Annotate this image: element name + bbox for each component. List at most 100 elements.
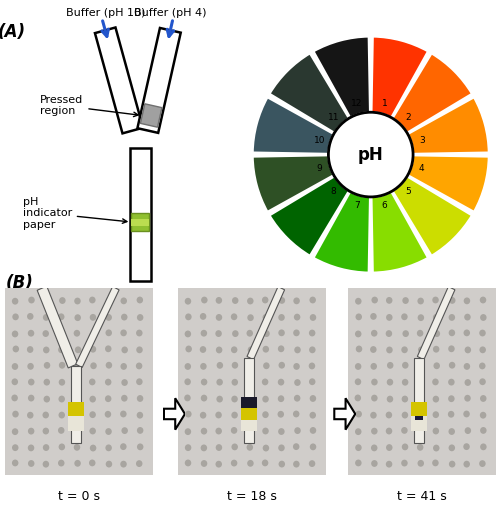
Polygon shape [137, 28, 181, 133]
Circle shape [231, 362, 238, 369]
Circle shape [247, 314, 254, 321]
Wedge shape [270, 53, 349, 133]
Bar [411, 402, 427, 416]
Circle shape [247, 346, 254, 353]
Circle shape [90, 445, 96, 452]
Circle shape [184, 363, 191, 370]
Circle shape [12, 363, 18, 370]
Circle shape [59, 396, 65, 402]
Circle shape [90, 314, 96, 321]
Wedge shape [253, 97, 334, 154]
Circle shape [105, 345, 112, 352]
Circle shape [90, 396, 96, 402]
Circle shape [278, 345, 285, 352]
Polygon shape [95, 27, 143, 134]
Circle shape [386, 297, 392, 304]
Circle shape [371, 395, 378, 401]
Circle shape [263, 363, 270, 369]
Circle shape [59, 443, 65, 450]
Circle shape [418, 363, 424, 370]
Circle shape [449, 362, 455, 368]
Circle shape [433, 346, 439, 353]
Circle shape [310, 314, 316, 321]
Circle shape [417, 444, 423, 451]
Circle shape [246, 379, 253, 386]
Circle shape [215, 428, 222, 434]
Circle shape [355, 395, 361, 401]
Text: Buffer (pH 4): Buffer (pH 4) [134, 8, 206, 18]
Wedge shape [314, 192, 370, 272]
Circle shape [12, 460, 19, 466]
Circle shape [386, 346, 393, 353]
Circle shape [371, 363, 377, 370]
Polygon shape [71, 366, 81, 443]
Circle shape [402, 443, 408, 450]
Circle shape [58, 427, 65, 434]
Circle shape [449, 330, 455, 336]
Circle shape [279, 330, 285, 336]
Circle shape [386, 461, 392, 467]
Circle shape [185, 331, 191, 337]
Text: 4: 4 [419, 164, 425, 173]
Circle shape [432, 378, 439, 385]
Text: 9: 9 [317, 164, 323, 173]
Circle shape [89, 378, 96, 385]
Text: t = 0 s: t = 0 s [58, 490, 100, 503]
Circle shape [185, 411, 191, 418]
Circle shape [12, 378, 18, 385]
Circle shape [121, 395, 128, 401]
Text: (A): (A) [0, 23, 26, 41]
Circle shape [59, 362, 65, 369]
Text: 2: 2 [405, 113, 411, 122]
Circle shape [231, 427, 237, 434]
Circle shape [12, 428, 19, 435]
Polygon shape [76, 287, 119, 367]
Circle shape [246, 444, 253, 451]
Circle shape [278, 428, 285, 435]
Circle shape [232, 330, 238, 337]
Circle shape [105, 395, 111, 402]
Circle shape [309, 330, 316, 336]
Circle shape [216, 346, 222, 353]
Circle shape [263, 330, 270, 337]
Circle shape [294, 346, 301, 353]
Circle shape [433, 330, 440, 337]
Circle shape [184, 395, 191, 401]
Circle shape [136, 330, 143, 336]
Circle shape [371, 460, 378, 467]
Circle shape [184, 378, 191, 385]
Circle shape [12, 411, 19, 418]
Circle shape [463, 461, 470, 467]
Circle shape [28, 395, 35, 401]
Circle shape [463, 411, 470, 418]
Circle shape [432, 460, 439, 466]
Circle shape [89, 297, 96, 303]
Circle shape [309, 460, 315, 467]
Circle shape [480, 395, 486, 402]
Circle shape [479, 330, 486, 336]
Circle shape [480, 427, 486, 434]
Circle shape [386, 444, 392, 451]
Circle shape [386, 330, 392, 337]
Circle shape [432, 411, 439, 418]
Text: 6: 6 [382, 201, 387, 210]
Circle shape [105, 379, 111, 386]
Circle shape [74, 444, 80, 451]
Circle shape [89, 411, 96, 418]
Circle shape [44, 379, 50, 386]
Circle shape [310, 297, 316, 303]
Circle shape [386, 314, 393, 321]
Circle shape [43, 444, 49, 451]
Circle shape [105, 314, 112, 321]
Circle shape [120, 443, 127, 450]
Circle shape [294, 395, 301, 401]
Circle shape [448, 314, 455, 321]
Circle shape [59, 297, 66, 304]
Circle shape [464, 314, 471, 321]
Circle shape [89, 460, 96, 466]
Circle shape [433, 445, 439, 452]
Circle shape [43, 346, 50, 353]
Circle shape [418, 411, 424, 418]
Circle shape [480, 297, 486, 303]
Circle shape [433, 396, 439, 402]
